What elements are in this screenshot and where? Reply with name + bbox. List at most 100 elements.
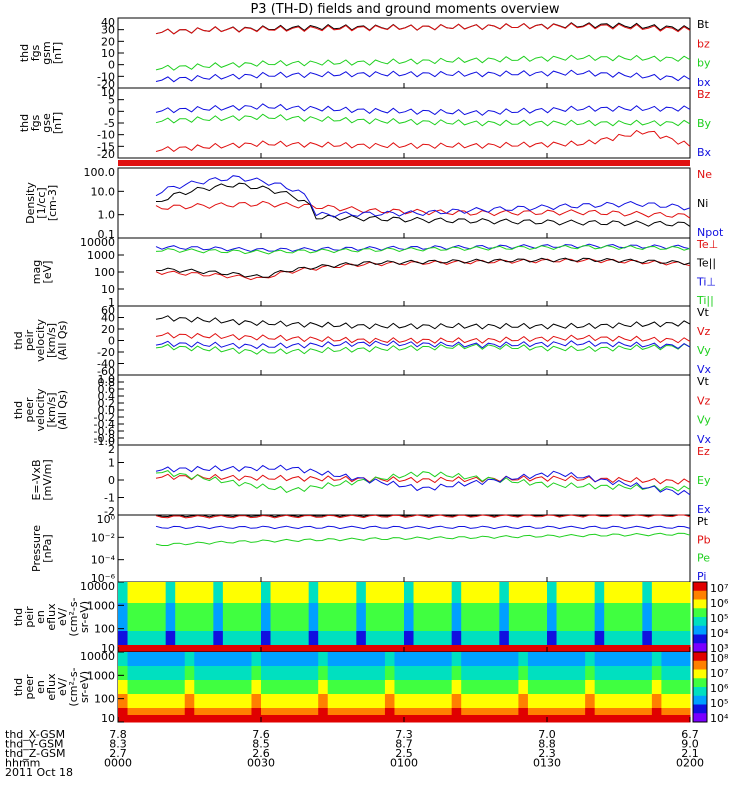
- spectrogram-cell: [527, 659, 538, 667]
- spectrogram-cell: [251, 687, 262, 695]
- spectrogram-cell: [470, 638, 481, 646]
- spectrogram-cell: [318, 610, 329, 618]
- spectrogram-cell: [661, 715, 672, 723]
- spectrogram-cell: [327, 638, 338, 646]
- spectrogram-cell: [356, 715, 367, 723]
- spectrogram-cell: [642, 582, 653, 590]
- spectrogram-cell: [499, 638, 510, 646]
- series-Te||-line: [155, 257, 691, 278]
- spectrogram-cell: [308, 666, 319, 674]
- series-Pe-line: [155, 532, 691, 546]
- footer-value: 2.7: [109, 747, 127, 760]
- spectrogram-cell: [518, 701, 529, 709]
- spectrogram-cell: [213, 687, 224, 695]
- spectrogram-cell: [394, 694, 405, 702]
- spectrogram-cell: [442, 631, 453, 639]
- spectrogram-cell: [604, 610, 615, 618]
- spectrogram-cell: [327, 596, 338, 604]
- figure-title: P3 (TH-D) fields and ground moments over…: [250, 2, 559, 17]
- spectrogram-cell: [651, 645, 662, 653]
- spectrogram-cell: [585, 687, 596, 695]
- colorbar-segment: [693, 617, 707, 627]
- spectrogram-cell: [651, 582, 662, 590]
- y-tick-label: 0.4: [98, 390, 116, 403]
- y-tick-label: 0.0: [98, 404, 116, 417]
- spectrogram-cell: [413, 680, 424, 688]
- spectrogram-cell: [194, 645, 205, 653]
- spectrogram-cell: [527, 624, 538, 632]
- spectrogram-cell: [203, 708, 214, 716]
- spectrogram-cell: [280, 582, 291, 590]
- legend-entry: Pe: [697, 552, 710, 565]
- spectrogram-cell: [670, 701, 681, 709]
- legend-entry: bx: [697, 76, 711, 89]
- spectrogram-cell: [651, 673, 662, 681]
- spectrogram-cell: [585, 617, 596, 625]
- spectrogram-cell: [213, 701, 224, 709]
- legend-entry: Vt: [697, 375, 710, 388]
- spectrogram-cell: [299, 701, 310, 709]
- spectrogram-cell: [461, 715, 472, 723]
- spectrogram-cell: [556, 680, 567, 688]
- spectrogram-cell: [547, 624, 558, 632]
- spectrogram-cell: [213, 596, 224, 604]
- spectrogram-cell: [327, 610, 338, 618]
- spectrogram-cell: [585, 708, 596, 716]
- spectrogram-cell: [518, 715, 529, 723]
- spectrogram-cell: [632, 701, 643, 709]
- spectrogram-cell: [613, 589, 624, 597]
- y-axis-label: mag: [30, 260, 43, 284]
- spectrogram-cell: [184, 666, 195, 674]
- spectrogram-cell: [356, 589, 367, 597]
- spectrogram-cell: [241, 687, 252, 695]
- spectrogram-cell: [451, 708, 462, 716]
- spectrogram-cell: [375, 652, 386, 660]
- series-Pb-line: [155, 514, 691, 519]
- spectrogram-cell: [165, 638, 176, 646]
- y-axis-label: (cm²-s-: [67, 667, 80, 706]
- spectrogram-cell: [527, 617, 538, 625]
- spectrogram-cell: [575, 603, 586, 611]
- spectrogram-cell: [680, 617, 691, 625]
- spectrogram-cell: [518, 666, 529, 674]
- spectrogram-cell: [585, 631, 596, 639]
- spectrogram-cell: [356, 708, 367, 716]
- spectrogram-cell: [432, 624, 443, 632]
- spectrogram-cell: [365, 687, 376, 695]
- spectrogram-cell: [432, 582, 443, 590]
- spectrogram-cell: [156, 638, 167, 646]
- spectrogram-cell: [594, 680, 605, 688]
- spectrogram-cell: [661, 617, 672, 625]
- spectrogram-cell: [384, 701, 395, 709]
- spectrogram-cell: [451, 603, 462, 611]
- spectrogram-cell: [670, 715, 681, 723]
- spectrogram-cell: [165, 582, 176, 590]
- y-tick-label: -20: [97, 148, 115, 161]
- spectrogram-cell: [308, 687, 319, 695]
- spectrogram-cell: [413, 673, 424, 681]
- spectrogram-cell: [642, 645, 653, 653]
- spectrogram-cell: [623, 680, 634, 688]
- spectrogram-cell: [146, 645, 157, 653]
- spectrogram-cell: [146, 701, 157, 709]
- spectrogram-cell: [594, 645, 605, 653]
- spectrogram-cell: [537, 631, 548, 639]
- spectrogram-cell: [384, 659, 395, 667]
- spectrogram-cell: [423, 596, 434, 604]
- spectrogram-cell: [575, 666, 586, 674]
- spectrogram-cell: [184, 694, 195, 702]
- y-tick-label: -0.2: [94, 411, 115, 424]
- spectrogram-cell: [604, 701, 615, 709]
- spectrogram-cell: [642, 701, 653, 709]
- y-tick-label: 10: [101, 642, 115, 655]
- spectrogram-cell: [203, 610, 214, 618]
- spectrogram-cell: [547, 666, 558, 674]
- y-tick-label: 1000: [87, 599, 115, 612]
- spectrogram-cell: [604, 680, 615, 688]
- spectrogram-cell: [365, 610, 376, 618]
- spectrogram-cell: [384, 589, 395, 597]
- spectrogram-cell: [299, 659, 310, 667]
- spectrogram-cell: [575, 680, 586, 688]
- spectrogram-cell: [642, 673, 653, 681]
